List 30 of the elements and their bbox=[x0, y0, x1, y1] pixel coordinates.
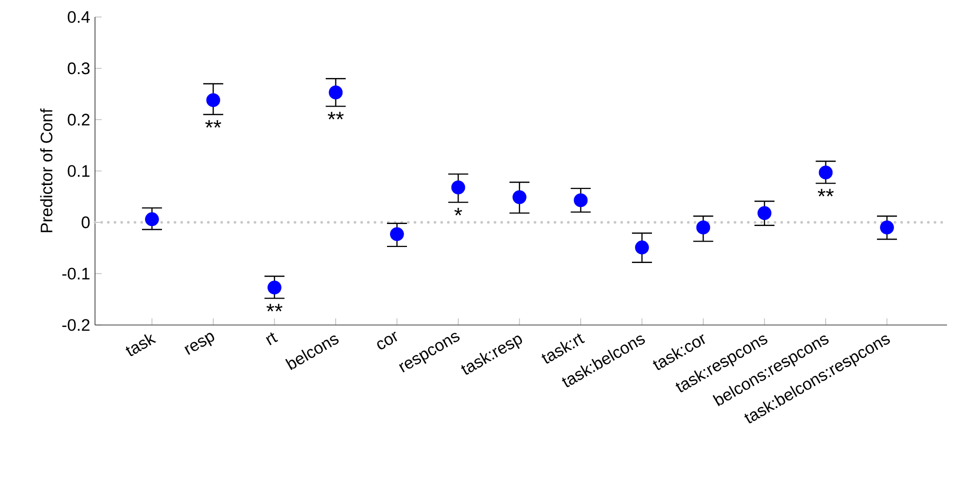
y-tick-label: 0 bbox=[82, 216, 90, 228]
x-tick-label: cor bbox=[377, 332, 398, 350]
data-label: * bbox=[454, 208, 462, 216]
x-tick-label: task bbox=[126, 334, 156, 356]
data-label: ** bbox=[205, 120, 222, 128]
y-tick-label: 0.2 bbox=[68, 114, 90, 126]
y-tick-label: 0.4 bbox=[68, 11, 90, 23]
point bbox=[818, 166, 833, 180]
data-label: ** bbox=[818, 188, 834, 196]
point bbox=[758, 206, 772, 220]
point bbox=[574, 193, 588, 208]
y-axis-title: Predictor of Conf bbox=[40, 108, 52, 232]
point bbox=[328, 86, 343, 100]
point bbox=[696, 220, 710, 234]
point bbox=[390, 227, 404, 242]
point bbox=[206, 93, 220, 108]
point bbox=[451, 180, 466, 194]
point bbox=[880, 220, 894, 234]
x-tick-label: rt bbox=[266, 332, 278, 346]
point bbox=[268, 280, 282, 294]
y-tick-label: 0.1 bbox=[68, 165, 90, 177]
point bbox=[635, 240, 649, 254]
x-tick-label: resp bbox=[184, 332, 214, 355]
data-label: ** bbox=[328, 112, 344, 120]
data-label: ** bbox=[266, 304, 282, 312]
y-tick-label: -0.2 bbox=[62, 319, 90, 331]
point bbox=[145, 212, 159, 226]
y-tick-label: 0.3 bbox=[68, 62, 90, 74]
y-tick-label: -0.1 bbox=[62, 268, 90, 280]
point bbox=[512, 190, 526, 204]
